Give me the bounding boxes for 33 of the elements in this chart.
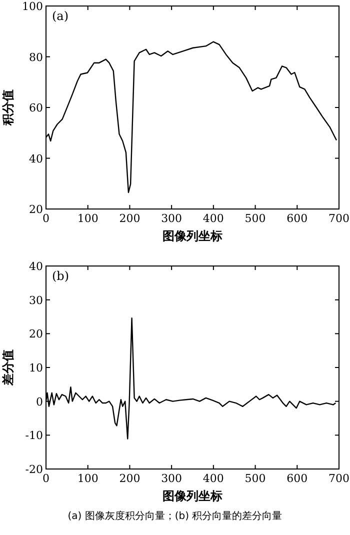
y-axis-title: 积分值 <box>1 90 15 126</box>
chart-title: (b) <box>52 269 70 283</box>
x-tick-label: 600 <box>286 212 308 225</box>
y-axis-title: 差分值 <box>1 350 15 386</box>
x-tick-label: 700 <box>328 472 350 485</box>
y-tick-label: 20 <box>29 328 43 341</box>
chart-title: (a) <box>52 9 69 23</box>
x-axis-title: 图像列坐标 <box>162 489 222 503</box>
x-tick-label: 200 <box>119 212 140 225</box>
y-tick-label: 100 <box>22 0 43 13</box>
y-tick-label: 20 <box>29 203 43 216</box>
x-tick-label: 700 <box>328 212 350 225</box>
y-tick-label: 40 <box>29 152 43 166</box>
y-tick-label: 40 <box>29 260 43 273</box>
x-tick-label: 300 <box>161 212 182 225</box>
x-axis-title: 图像列坐标 <box>162 229 222 243</box>
y-tick-label: 60 <box>29 102 43 114</box>
y-tick-label: -20 <box>25 463 43 476</box>
x-tick-label: 100 <box>77 212 98 225</box>
x-tick-label: 600 <box>286 472 308 485</box>
text: (a) 图像灰度积分向量；(b) 积分向量的差分向量 <box>68 510 282 522</box>
x-tick-label: 400 <box>202 212 224 225</box>
y-tick-label: 0 <box>36 395 43 408</box>
y-tick-label: 10 <box>29 362 43 374</box>
x-tick-label: 500 <box>244 472 266 485</box>
x-tick-label: 300 <box>161 472 182 485</box>
x-tick-label: 100 <box>77 472 98 485</box>
x-tick-label: 400 <box>202 472 224 485</box>
y-tick-label: 80 <box>29 50 43 64</box>
x-tick-label: 200 <box>119 472 140 485</box>
y-tick-label: 30 <box>29 294 43 307</box>
x-tick-label: 500 <box>244 212 266 225</box>
y-tick-label: -10 <box>25 429 43 442</box>
